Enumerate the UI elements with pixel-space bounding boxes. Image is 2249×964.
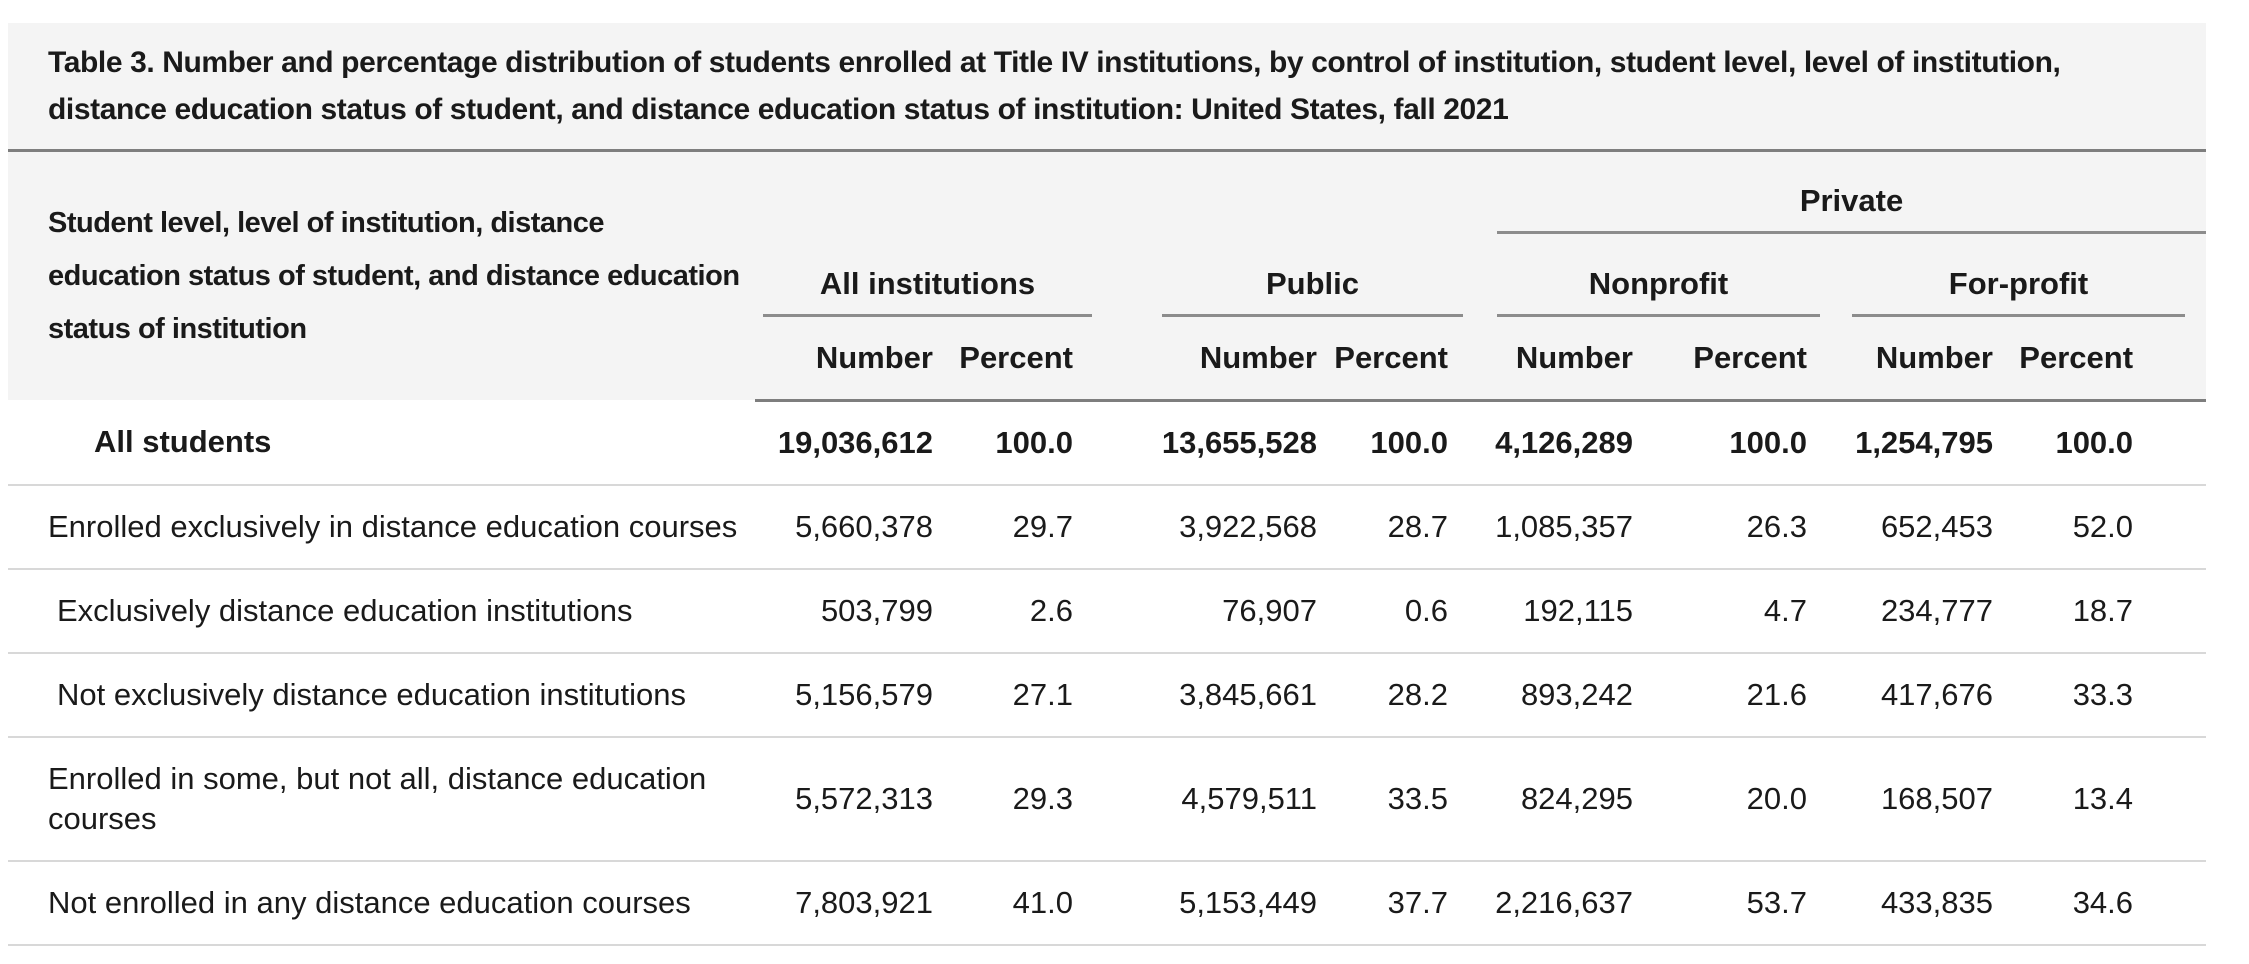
col-header-percent: Percent [1641, 317, 1830, 402]
table-row: Not exclusively distance education insti… [8, 652, 2207, 737]
cell-percent: 29.3 [1012, 780, 1073, 816]
cell-number: 13,655,528 [1161, 424, 1317, 460]
cell-percent: 34.6 [2072, 884, 2134, 920]
cell-percent: 20.0 [1746, 780, 1807, 816]
col-group-private: Private [1470, 152, 2207, 234]
row-label: All students [94, 423, 272, 459]
cell-percent: 41.0 [1012, 884, 1073, 920]
table-row: Exclusively distance education instituti… [8, 568, 2207, 653]
cell-number: 417,676 [1880, 676, 1993, 712]
cell-percent: 28.2 [1387, 676, 1448, 712]
cell-percent: 53.7 [1746, 884, 1807, 920]
table-title: Table 3. Number and percentage distribut… [8, 23, 2206, 152]
cell-number: 2,216,637 [1495, 884, 1633, 920]
cell-percent: 18.7 [2072, 592, 2134, 628]
cell-number: 5,153,449 [1179, 884, 1317, 920]
header-spacer [755, 152, 1127, 234]
cell-number: 4,579,511 [1181, 780, 1317, 816]
cell-number: 4,126,289 [1495, 424, 1633, 460]
cell-percent: 100.0 [1370, 424, 1448, 460]
cell-percent: 100.0 [995, 424, 1073, 460]
cell-percent: 33.3 [2072, 676, 2134, 712]
col-header-number: Number [1830, 317, 2001, 402]
cell-percent: 21.6 [1746, 676, 1807, 712]
col-group-all-institutions-label: All institutions [819, 266, 1036, 301]
table-row: Enrolled exclusively in distance educati… [8, 484, 2207, 569]
col-group-all-institutions: All institutions [755, 234, 1127, 317]
cell-percent: 100.0 [2055, 424, 2134, 460]
cell-percent: 37.7 [1387, 884, 1448, 920]
cell-number: 5,660,378 [795, 508, 933, 544]
row-label: Exclusively distance education instituti… [57, 592, 633, 628]
row-label: Enrolled in some, but not all, distance … [48, 760, 707, 836]
col-header-percent: Percent [2001, 317, 2207, 402]
cell-percent: 52.0 [2072, 508, 2134, 544]
cell-number: 1,085,357 [1495, 508, 1633, 544]
cell-percent: 33.5 [1387, 780, 1448, 816]
col-group-nonprofit-label: Nonprofit [1588, 266, 1729, 301]
cell-number: 5,156,579 [795, 676, 933, 712]
stub-header: Student level, level of institution, dis… [8, 152, 755, 400]
cell-number: 7,803,921 [795, 884, 933, 920]
cell-percent: 28.7 [1387, 508, 1448, 544]
cell-number: 76,907 [1222, 592, 1317, 628]
cell-percent: 0.6 [1404, 592, 1448, 628]
cell-percent: 27.1 [1012, 676, 1073, 712]
col-group-private-label: Private [1799, 183, 1904, 218]
col-group-for-profit: For-profit [1830, 234, 2207, 317]
cell-number: 652,453 [1880, 508, 1993, 544]
cell-number: 433,835 [1880, 884, 1993, 920]
col-header-number: Number [755, 317, 941, 402]
cell-percent: 13.4 [2072, 780, 2134, 816]
col-header-percent: Percent [1325, 317, 1470, 402]
table-body: All students 19,036,612 100.0 13,655,528 100… [8, 400, 2207, 945]
col-group-public: Public [1127, 234, 1470, 317]
cell-number: 5,572,313 [795, 780, 933, 816]
cell-number: 19,036,612 [777, 424, 933, 460]
col-group-public-label: Public [1265, 266, 1359, 301]
cell-number: 168,507 [1880, 780, 1993, 816]
cell-percent: 2.6 [1029, 592, 1073, 628]
header-spacer [1127, 152, 1470, 234]
col-header-percent: Percent [941, 317, 1127, 402]
report-content: Table 3. Number and percentage distribut… [8, 23, 2207, 946]
cell-number: 3,845,661 [1179, 676, 1317, 712]
cell-percent: 4.7 [1763, 592, 1807, 628]
cell-number: 234,777 [1880, 592, 1993, 628]
col-header-number: Number [1470, 317, 1641, 402]
table-row: Enrolled in some, but not all, distance … [8, 736, 2207, 861]
enrollment-table: Student level, level of institution, dis… [8, 152, 2207, 946]
cell-number: 893,242 [1520, 676, 1633, 712]
cell-percent: 26.3 [1746, 508, 1807, 544]
col-group-nonprofit: Nonprofit [1470, 234, 1830, 317]
table-header: Student level, level of institution, dis… [8, 152, 2207, 402]
col-group-for-profit-label: For-profit [1948, 266, 2089, 301]
row-label: Not exclusively distance education insti… [57, 676, 686, 712]
cell-number: 824,295 [1520, 780, 1633, 816]
cell-number: 503,799 [820, 592, 933, 628]
table-row: Not enrolled in any distance education c… [8, 860, 2207, 945]
row-label: Enrolled exclusively in distance educati… [48, 508, 738, 544]
cell-percent: 29.7 [1012, 508, 1073, 544]
cell-number: 3,922,568 [1179, 508, 1317, 544]
table-row: All students 19,036,612 100.0 13,655,528 100… [8, 400, 2207, 485]
row-label: Not enrolled in any distance education c… [48, 884, 691, 920]
cell-number: 192,115 [1523, 592, 1633, 628]
col-header-number: Number [1127, 317, 1325, 402]
cell-percent: 100.0 [1729, 424, 1807, 460]
cell-number: 1,254,795 [1855, 424, 1993, 460]
